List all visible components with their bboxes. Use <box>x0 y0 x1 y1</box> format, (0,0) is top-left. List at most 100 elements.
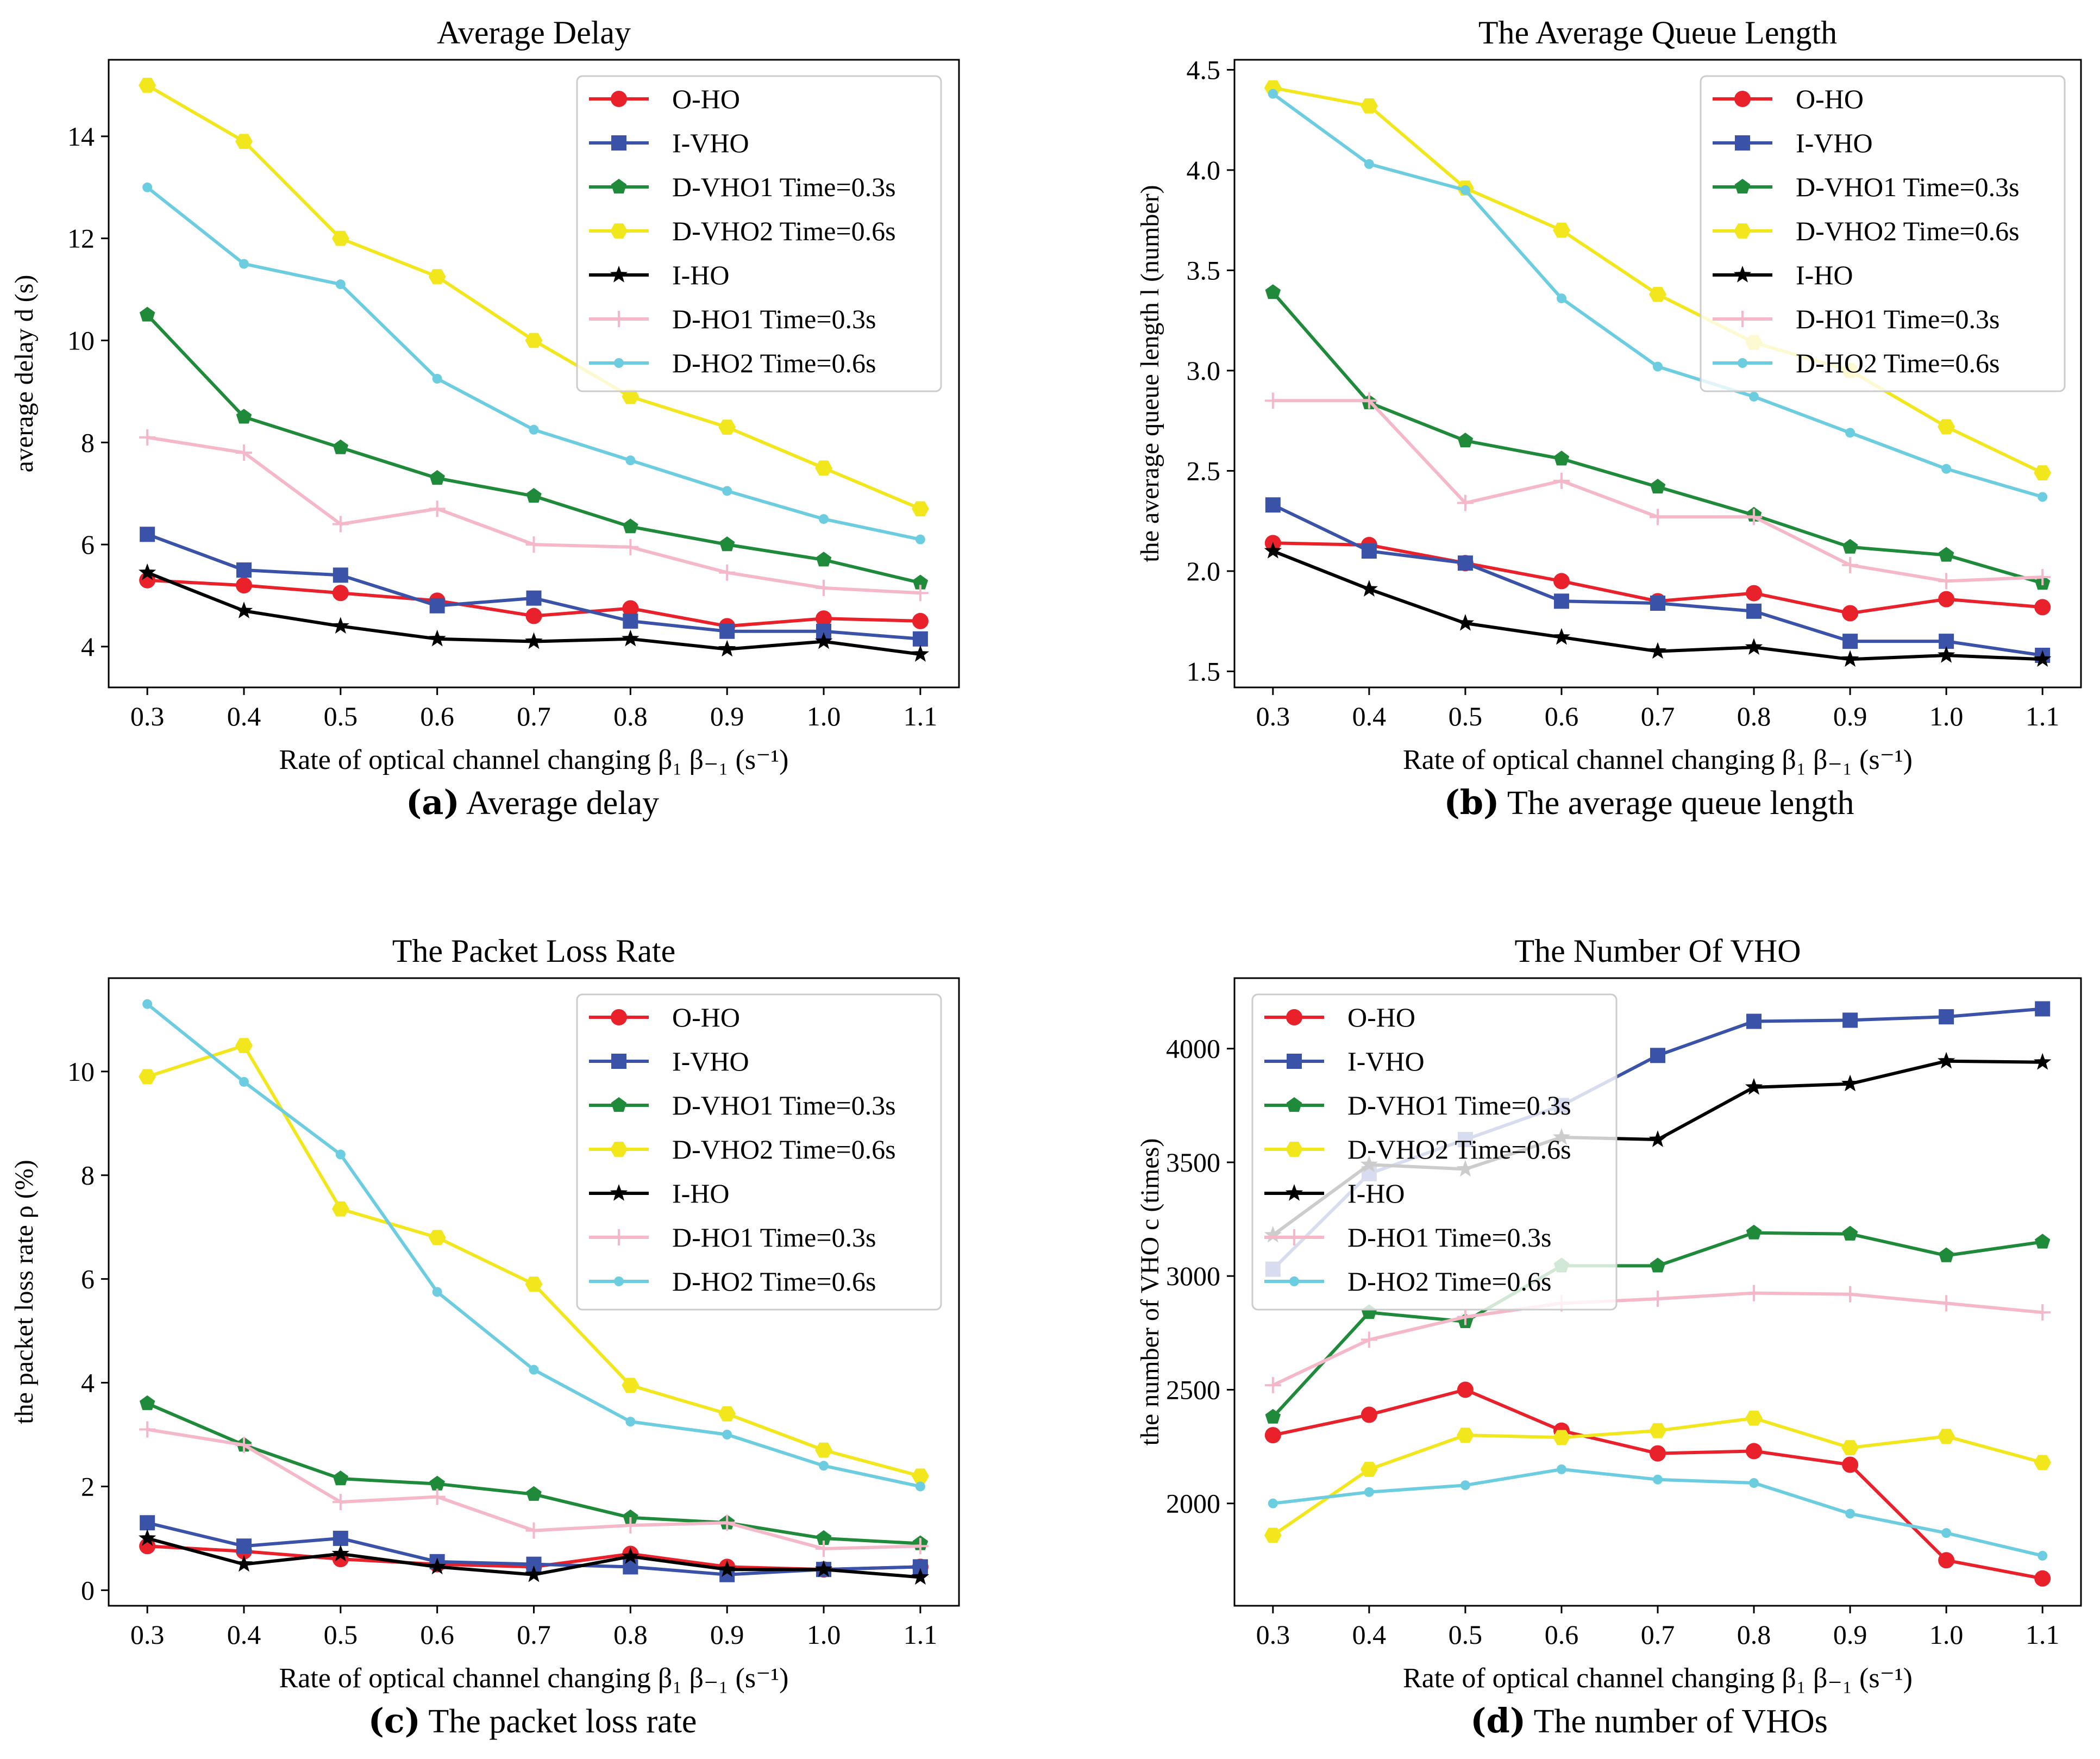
legend-item: I-HO <box>589 260 730 290</box>
data-point <box>432 373 442 384</box>
data-point <box>335 279 346 290</box>
data-point <box>1552 628 1571 645</box>
caption-c: (c) The packet loss rate <box>71 1701 994 1741</box>
caption-a-text: Average delay <box>466 785 660 822</box>
data-point <box>1938 1247 1954 1262</box>
x-tick-label: 1.0 <box>807 1619 841 1650</box>
caption-d: (d) The number of VHOs <box>1187 1701 2100 1741</box>
data-point <box>1364 159 1374 169</box>
data-point <box>429 1488 446 1505</box>
data-point <box>2035 1001 2051 1017</box>
legend-label: I-HO <box>672 1178 730 1209</box>
y-tick-label: 10 <box>67 1056 95 1087</box>
legend-marker <box>610 223 628 239</box>
data-point <box>1265 497 1281 513</box>
y-tick-label: 8 <box>81 427 95 458</box>
legend-box <box>576 75 942 392</box>
legend-item: D-VHO2 Time=0.6s <box>1713 216 2020 246</box>
data-point <box>815 460 832 476</box>
data-point <box>332 585 349 602</box>
chart-title: Average Delay <box>437 15 631 51</box>
y-tick-label: 4000 <box>1166 1034 1220 1064</box>
data-point <box>1842 1012 1858 1028</box>
data-point <box>718 640 736 657</box>
data-point <box>1941 464 1952 474</box>
data-point <box>2034 1234 2051 1249</box>
data-point <box>1842 539 1858 554</box>
y-tick-label: 6 <box>81 1264 95 1294</box>
legend-label: D-HO1 Time=0.3s <box>1796 304 2000 334</box>
x-tick-label: 1.0 <box>1929 701 1964 731</box>
data-point <box>911 501 929 517</box>
legend-label: D-VHO1 Time=0.3s <box>1796 172 2020 202</box>
data-point <box>2034 1304 2051 1321</box>
legend: O-HO I-VHO D-VHO1 Time=0.3s D-VHO2 Time=0.6… <box>1700 75 2066 392</box>
data-point <box>333 439 349 454</box>
x-tick-label: 0.6 <box>420 701 454 731</box>
data-point <box>1938 1552 1955 1569</box>
legend-marker <box>1734 91 1751 107</box>
chart-b: The Average Queue Length 0.3 0.4 0.5 0.6 0.7 0… <box>1136 15 2082 775</box>
data-point <box>722 1430 732 1439</box>
legend-marker <box>1286 1009 1302 1025</box>
y-tick-label: 4 <box>81 631 95 662</box>
data-point <box>1360 1462 1378 1477</box>
data-point <box>139 78 156 93</box>
data-point <box>622 629 640 647</box>
y-axis-label: the average queue length l (number) <box>1136 185 1164 562</box>
chart-title: The Average Queue Length <box>1478 15 1837 51</box>
data-point <box>428 629 446 647</box>
legend-label: O-HO <box>1347 1002 1415 1032</box>
data-point <box>1553 450 1570 466</box>
legend-item: O-HO <box>1264 1002 1415 1032</box>
data-point <box>1745 1078 1763 1095</box>
data-point <box>1553 573 1570 590</box>
x-tick-label: 0.8 <box>1737 1619 1771 1650</box>
y-tick-label: 2 <box>81 1471 95 1501</box>
legend-label: I-VHO <box>672 1046 749 1076</box>
data-point <box>429 470 445 485</box>
legend-item: D-VHO2 Time=0.6s <box>1264 1134 1571 1165</box>
legend-marker <box>1285 1184 1303 1201</box>
x-tick-label: 0.7 <box>1641 701 1675 731</box>
caption-c-letter: (c) <box>368 1701 421 1741</box>
x-tick-label: 0.5 <box>1449 701 1483 731</box>
x-tick-label: 0.3 <box>130 701 165 731</box>
data-point <box>1364 1487 1374 1497</box>
y-tick-label: 4 <box>81 1368 95 1398</box>
data-point <box>526 487 542 503</box>
data-point <box>1648 1130 1667 1147</box>
x-tick-label: 0.4 <box>227 1619 261 1650</box>
series-d-ho2-time-0-6s <box>1268 1464 2048 1561</box>
data-point <box>622 539 639 555</box>
data-point <box>331 1201 349 1217</box>
data-point <box>718 420 736 435</box>
y-tick-label: 1.5 <box>1187 656 1221 686</box>
data-point <box>1268 1498 1278 1508</box>
data-point <box>816 1541 832 1557</box>
data-point <box>1845 428 1855 438</box>
data-point <box>236 1538 252 1554</box>
data-point <box>239 1076 249 1087</box>
data-point <box>623 1509 638 1524</box>
legend-item: I-VHO <box>589 128 749 158</box>
data-point <box>1650 1291 1666 1307</box>
caption-a-letter: (a) <box>405 783 460 822</box>
legend-label: I-VHO <box>672 128 749 158</box>
caption-c-text: The packet loss rate <box>428 1703 697 1740</box>
data-point <box>912 1538 929 1555</box>
data-point <box>1842 1286 1859 1303</box>
data-point <box>1456 1428 1474 1443</box>
data-point <box>1650 1445 1666 1462</box>
data-point <box>816 579 832 596</box>
series-d-ho1-time-0-3s <box>139 429 929 602</box>
data-point <box>526 590 542 606</box>
x-tick-label: 0.9 <box>710 1619 744 1650</box>
series-d-vho2-time-0-6s <box>139 78 929 517</box>
data-point <box>236 409 252 424</box>
data-point <box>236 562 252 578</box>
data-point <box>819 514 829 524</box>
data-point <box>816 610 832 627</box>
legend-label: D-HO1 Time=0.3s <box>1347 1222 1552 1253</box>
legend-label: O-HO <box>672 1002 740 1032</box>
